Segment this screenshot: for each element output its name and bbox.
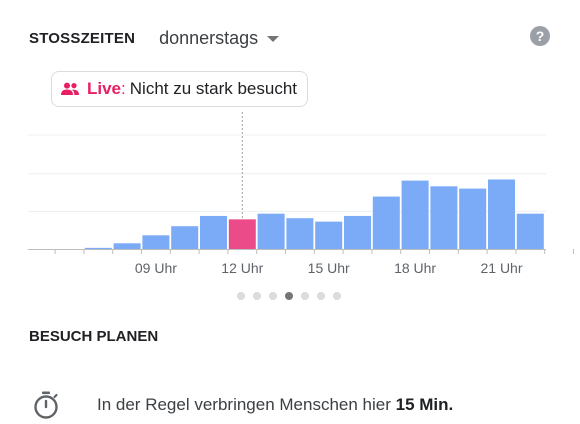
pagination-dot[interactable] — [269, 292, 277, 300]
bar-19[interactable] — [430, 186, 458, 249]
x-tick-label: 09 Uhr — [135, 260, 177, 276]
help-icon[interactable]: ? — [530, 26, 550, 46]
bar-10[interactable] — [171, 226, 199, 249]
bar-18[interactable] — [401, 180, 429, 249]
people-icon — [60, 82, 80, 96]
pagination-dots — [237, 292, 341, 300]
day-dropdown[interactable]: donnerstags — [159, 27, 280, 49]
plan-visit-title: BESUCH PLANEN — [29, 328, 159, 345]
live-status-box: Live: Nicht zu stark besucht — [51, 71, 309, 107]
timer-icon — [31, 390, 61, 420]
bar-17[interactable] — [372, 196, 400, 249]
bar-22[interactable] — [516, 213, 544, 249]
bar-11[interactable] — [200, 215, 227, 249]
bar-21[interactable] — [488, 179, 515, 249]
bar-14[interactable] — [286, 218, 314, 249]
live-label: Live — [87, 79, 122, 98]
bar-16[interactable] — [344, 215, 371, 249]
bar-13[interactable] — [257, 213, 285, 249]
pagination-dot[interactable] — [333, 292, 341, 300]
bar-live[interactable] — [228, 219, 256, 249]
day-dropdown-label: donnerstags — [159, 27, 259, 48]
pagination-dot[interactable] — [317, 292, 325, 300]
x-tick-label: 18 Uhr — [394, 260, 436, 276]
caret-down-icon — [267, 36, 280, 42]
pagination-dot[interactable] — [253, 292, 261, 300]
pagination-dot[interactable] — [301, 292, 309, 300]
dwell-time-value: 15 Min. — [395, 395, 454, 414]
live-colon: : — [121, 79, 126, 98]
bar-07[interactable] — [84, 247, 112, 249]
bar-09[interactable] — [142, 235, 170, 249]
section-title: STOSSZEITEN — [29, 29, 136, 47]
bar-20[interactable] — [459, 188, 487, 249]
x-tick-label: 12 Uhr — [221, 260, 263, 276]
popular-times-chart: 09 Uhr 12 Uhr 15 Uhr 18 Uhr 21 Uhr — [28, 112, 574, 276]
bar-15[interactable] — [315, 221, 343, 249]
pagination-dot[interactable] — [237, 292, 245, 300]
x-tick-label: 21 Uhr — [480, 260, 522, 276]
dwell-time-text: In der Regel verbringen Menschen hier 15… — [97, 395, 453, 415]
dwell-time-prefix: In der Regel verbringen Menschen hier — [97, 395, 396, 414]
dwell-time-row: In der Regel verbringen Menschen hier 15… — [31, 390, 453, 420]
x-tick-label: 15 Uhr — [308, 260, 350, 276]
pagination-dot[interactable] — [285, 292, 293, 300]
bar-08[interactable] — [113, 243, 141, 249]
popular-times-header: STOSSZEITEN donnerstags ? — [29, 24, 550, 52]
live-status-text: Nicht zu stark besucht — [129, 79, 298, 98]
